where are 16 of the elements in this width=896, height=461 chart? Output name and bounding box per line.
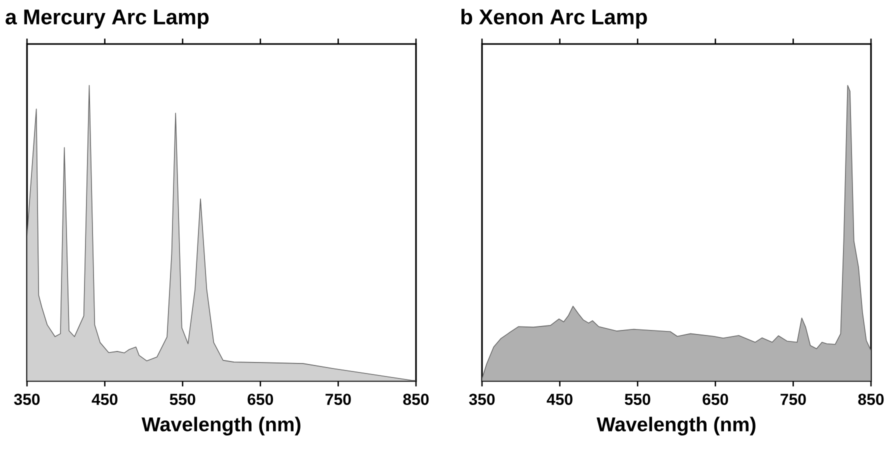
x-tick-label: 550: [170, 394, 196, 405]
x-tick-label: 850: [403, 394, 429, 405]
x-tick-label: 350: [469, 394, 495, 406]
x-tick-label: 750: [780, 394, 806, 405]
x-axis-title: Wavelength (nm): [596, 416, 756, 436]
x-tick-label: 350: [14, 394, 40, 406]
x-tick-label: 450: [92, 394, 118, 405]
chart-title: a Mercury Arc Lamp: [6, 10, 209, 29]
x-tick-label: 850: [858, 394, 884, 405]
x-tick-label: 550: [624, 394, 650, 405]
chart-title: b Xenon Arc Lamp: [461, 8, 647, 29]
x-tick-label: 750: [326, 394, 351, 405]
x-tick-label: 650: [702, 394, 728, 405]
x-axis-title: Wavelength (nm): [142, 416, 300, 436]
x-tick-label: 450: [546, 394, 572, 405]
x-tick-label: 650: [248, 394, 274, 405]
